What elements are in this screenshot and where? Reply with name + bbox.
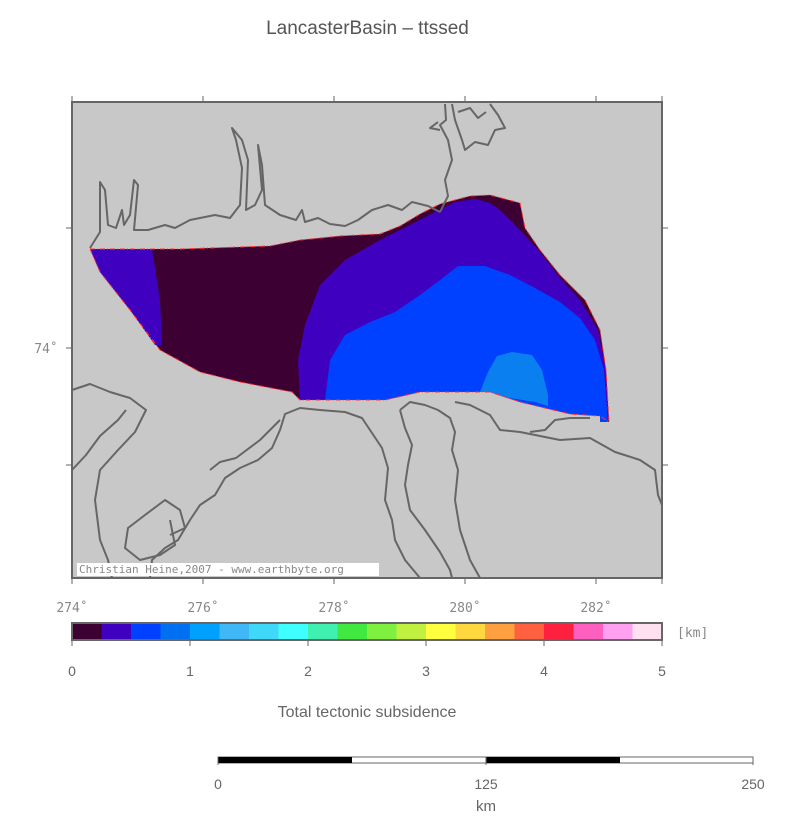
colorbar-tick-1: 1 [186, 663, 194, 679]
colorbar-swatch [514, 623, 545, 640]
colorbar-tick-5: 5 [658, 663, 666, 679]
colorbar-swatch [455, 623, 486, 640]
subsidence-grid [90, 195, 609, 422]
colorbar-swatch [131, 623, 161, 640]
scale-label-0: 0 [214, 776, 222, 792]
colorbar-swatch [396, 623, 427, 640]
scale-bar [217, 756, 754, 765]
colorbar-swatch [337, 623, 368, 640]
colorbar-caption: Total tectonic subsidence [278, 704, 457, 721]
scale-unit: km [476, 798, 496, 815]
basin-outline [89, 194, 610, 423]
credit-box [77, 563, 379, 576]
lon-label-276: 276˚ [187, 600, 218, 616]
lon-label-282: 282˚ [580, 600, 611, 616]
colorbar-tick-3: 3 [422, 663, 430, 679]
lon-labels: 274˚ 276˚ 278˚ 280˚ 282˚ [56, 600, 611, 616]
colorbar-tick-labels: 0 1 2 3 4 5 [68, 663, 666, 679]
colorbar-unit: [km] [677, 626, 708, 641]
colorbar-swatch [426, 623, 456, 640]
colorbar-swatch [101, 623, 132, 640]
colorbar-swatch [632, 623, 663, 640]
map-title: LancasterBasin – ttssed [266, 18, 469, 39]
colorbar [72, 623, 663, 640]
colorbar-tick-2: 2 [304, 663, 312, 679]
lon-label-274: 274˚ [56, 600, 87, 616]
lat-label-74: 74˚ [34, 341, 57, 357]
scale-label-250: 250 [741, 776, 765, 792]
coastlines [71, 103, 663, 579]
map-ticks [66, 96, 668, 584]
credit-text: Christian Heine,2007 - www.earthbyte.org [79, 563, 344, 576]
colorbar-ticks [71, 640, 663, 646]
map-frame [71, 101, 663, 579]
colorbar-swatch [485, 623, 515, 640]
colorbar-swatch [308, 623, 338, 640]
colorbar-swatch [573, 623, 604, 640]
lon-label-280: 280˚ [449, 600, 480, 616]
colorbar-swatch [190, 623, 220, 640]
subsidence-zone-3 [480, 352, 548, 406]
colorbar-swatch [249, 623, 279, 640]
colorbar-swatch [278, 623, 309, 640]
colorbar-swatch [603, 623, 633, 640]
colorbar-frame [71, 622, 663, 641]
subsidence-zone-1 [90, 249, 162, 345]
colorbar-swatch [72, 623, 102, 640]
colorbar-tick-0: 0 [68, 663, 76, 679]
colorbar-swatch [367, 623, 397, 640]
scale-label-125: 125 [474, 776, 498, 792]
colorbar-swatch [219, 623, 250, 640]
lon-label-278: 278˚ [318, 600, 349, 616]
colorbar-swatch [160, 623, 191, 640]
colorbar-swatch [544, 623, 574, 640]
colorbar-tick-4: 4 [540, 663, 548, 679]
